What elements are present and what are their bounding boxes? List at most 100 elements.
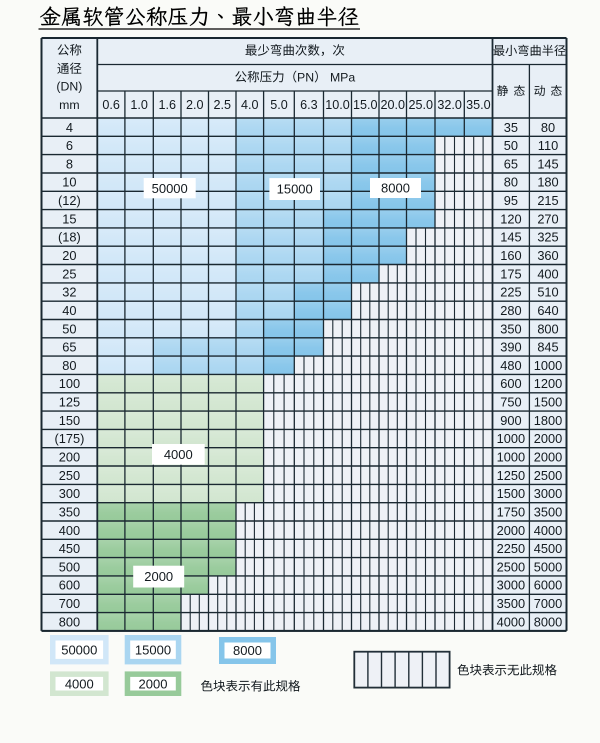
svg-text:mm: mm	[59, 98, 80, 112]
svg-text:750: 750	[500, 395, 521, 410]
svg-text:4000: 4000	[497, 614, 525, 629]
svg-text:390: 390	[500, 340, 521, 355]
svg-text:215: 215	[537, 193, 558, 208]
svg-text:25.0: 25.0	[409, 98, 434, 112]
svg-text:8: 8	[66, 156, 73, 171]
svg-text:250: 250	[59, 468, 80, 483]
svg-text:1250: 1250	[497, 468, 525, 483]
svg-text:2000: 2000	[534, 431, 562, 446]
svg-text:32: 32	[62, 285, 76, 300]
svg-text:2000: 2000	[497, 523, 525, 538]
svg-text:4500: 4500	[534, 541, 562, 556]
svg-text:6000: 6000	[534, 578, 562, 593]
svg-text:180: 180	[537, 175, 558, 190]
svg-text:1800: 1800	[534, 413, 562, 428]
svg-text:8000: 8000	[381, 181, 410, 196]
svg-text:1500: 1500	[534, 395, 562, 410]
svg-text:8000: 8000	[534, 614, 562, 629]
svg-text:95: 95	[504, 193, 518, 208]
svg-text:640: 640	[537, 303, 558, 318]
svg-text:845: 845	[537, 340, 558, 355]
svg-text:1.0: 1.0	[130, 98, 148, 112]
svg-text:65: 65	[62, 340, 76, 355]
svg-text:35.0: 35.0	[466, 98, 491, 112]
svg-text:2000: 2000	[144, 569, 173, 584]
svg-text:10: 10	[62, 175, 76, 190]
svg-text:35: 35	[504, 120, 518, 135]
svg-text:400: 400	[537, 266, 558, 281]
svg-text:15000: 15000	[277, 182, 313, 197]
svg-text:700: 700	[59, 596, 80, 611]
svg-text:3000: 3000	[534, 486, 562, 501]
svg-text:145: 145	[500, 230, 521, 245]
svg-text:350: 350	[500, 321, 521, 336]
svg-text:400: 400	[59, 523, 80, 538]
svg-text:510: 510	[537, 285, 558, 300]
svg-text:40: 40	[62, 303, 76, 318]
svg-text:1000: 1000	[497, 450, 525, 465]
svg-text:300: 300	[59, 486, 80, 501]
svg-text:350: 350	[59, 504, 80, 519]
svg-text:450: 450	[59, 541, 80, 556]
svg-text:50000: 50000	[152, 181, 188, 196]
svg-text:7000: 7000	[534, 596, 562, 611]
svg-text:1000: 1000	[497, 431, 525, 446]
svg-text:10.0: 10.0	[325, 98, 350, 112]
svg-text:6.3: 6.3	[300, 98, 318, 112]
svg-text:325: 325	[537, 230, 558, 245]
svg-text:1.6: 1.6	[158, 98, 176, 112]
svg-text:3500: 3500	[497, 596, 525, 611]
svg-text:480: 480	[500, 358, 521, 373]
svg-text:280: 280	[500, 303, 521, 318]
svg-text:2250: 2250	[497, 541, 525, 556]
svg-text:(18): (18)	[58, 230, 81, 245]
svg-text:2000: 2000	[534, 450, 562, 465]
svg-text:125: 125	[59, 395, 80, 410]
svg-text:1200: 1200	[534, 376, 562, 391]
svg-text:4: 4	[66, 120, 73, 135]
svg-text:3000: 3000	[497, 578, 525, 593]
svg-text:PN: PN	[297, 70, 314, 84]
svg-text:50: 50	[504, 138, 518, 153]
svg-text:4000: 4000	[65, 676, 94, 691]
svg-text:2500: 2500	[534, 468, 562, 483]
svg-text:0.6: 0.6	[102, 98, 120, 112]
svg-text:120: 120	[500, 211, 521, 226]
svg-text:500: 500	[59, 559, 80, 574]
svg-text:800: 800	[59, 614, 80, 629]
svg-text:5.0: 5.0	[270, 98, 288, 112]
svg-text:15000: 15000	[135, 642, 171, 657]
svg-text:80: 80	[541, 120, 555, 135]
svg-text:360: 360	[537, 248, 558, 263]
svg-text:8000: 8000	[233, 643, 262, 658]
svg-text:600: 600	[500, 376, 521, 391]
svg-text:50: 50	[62, 321, 76, 336]
svg-text:5000: 5000	[534, 559, 562, 574]
svg-text:20.0: 20.0	[381, 98, 406, 112]
svg-text:800: 800	[537, 321, 558, 336]
svg-text:160: 160	[500, 248, 521, 263]
svg-text:270: 270	[537, 211, 558, 226]
svg-text:600: 600	[59, 578, 80, 593]
svg-text:25: 25	[62, 266, 76, 281]
svg-text:2000: 2000	[139, 676, 168, 691]
svg-text:1750: 1750	[497, 504, 525, 519]
svg-text:200: 200	[59, 450, 80, 465]
svg-text:2.5: 2.5	[213, 98, 231, 112]
svg-text:(12): (12)	[58, 193, 81, 208]
svg-text:65: 65	[504, 156, 518, 171]
svg-text:80: 80	[504, 175, 518, 190]
svg-text:1000: 1000	[534, 358, 562, 373]
svg-text:50000: 50000	[61, 642, 97, 657]
svg-text:150: 150	[59, 413, 80, 428]
svg-text:20: 20	[62, 248, 76, 263]
svg-text:32.0: 32.0	[437, 98, 462, 112]
svg-text:(175): (175)	[54, 431, 84, 446]
svg-text:2500: 2500	[497, 559, 525, 574]
svg-text:15.0: 15.0	[353, 98, 378, 112]
svg-text:4000: 4000	[164, 447, 193, 462]
svg-text:(DN): (DN)	[56, 80, 82, 94]
svg-text:15: 15	[62, 211, 76, 226]
svg-text:80: 80	[62, 358, 76, 373]
svg-text:MPa: MPa	[330, 70, 355, 84]
